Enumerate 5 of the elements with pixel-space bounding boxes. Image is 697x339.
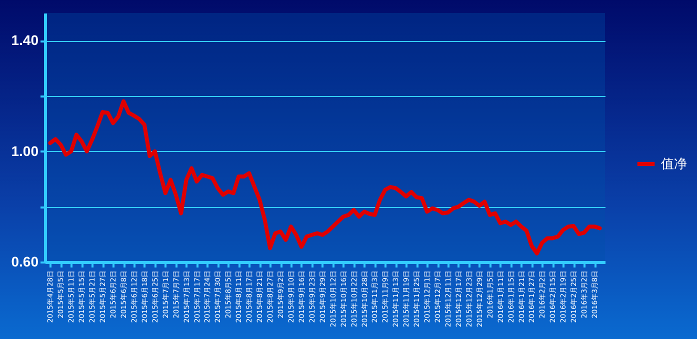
- y-tick-label: 0.60: [11, 254, 39, 270]
- legend-label: 值净: [661, 157, 687, 172]
- line-series: [48, 99, 602, 256]
- y-tick-label: 1.40: [11, 32, 39, 48]
- y-tick-label: 1.00: [11, 142, 39, 159]
